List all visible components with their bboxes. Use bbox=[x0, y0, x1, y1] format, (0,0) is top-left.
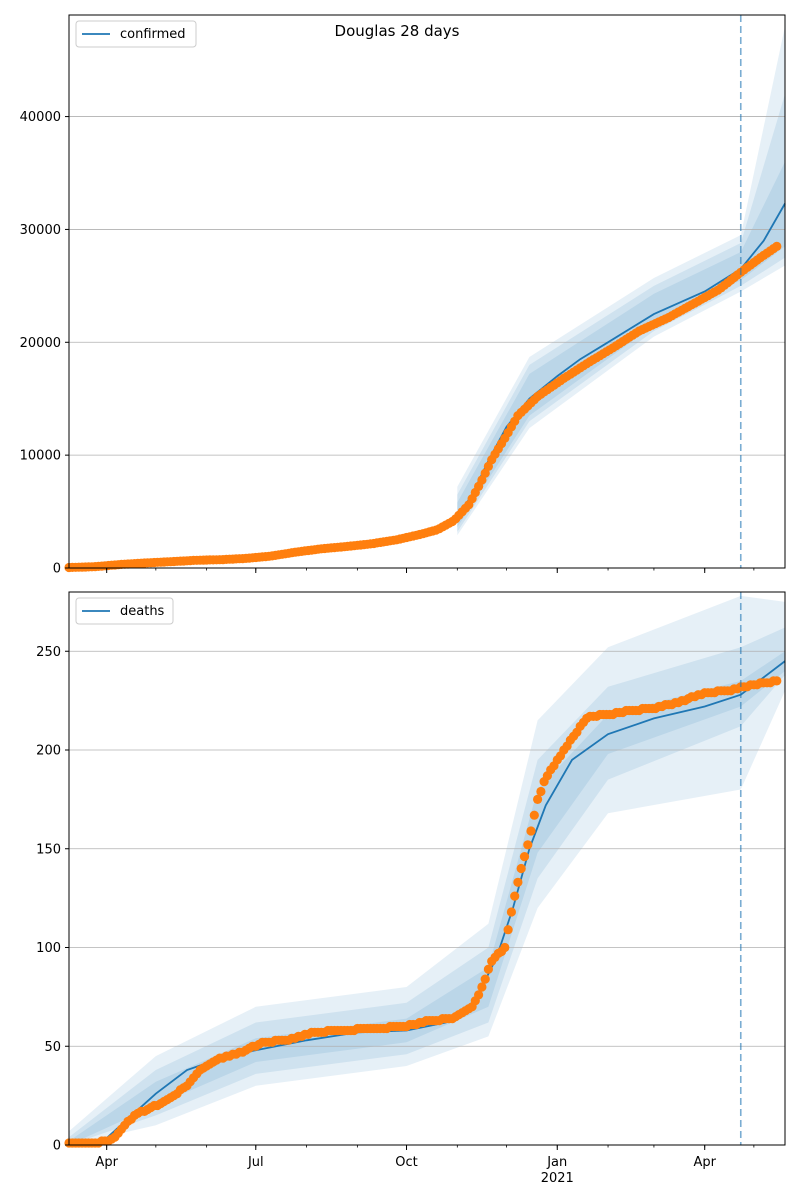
deaths-band-1 bbox=[69, 627, 785, 1145]
deaths-observed-point bbox=[526, 826, 536, 836]
deaths-observed-point bbox=[519, 852, 530, 862]
deaths-y-tick-label: 100 bbox=[36, 941, 61, 956]
confirmed-y-tick-label: 0 bbox=[53, 562, 61, 577]
deaths-observed-point bbox=[503, 925, 513, 935]
confirmed-band-2 bbox=[457, 26, 785, 536]
deaths-y-tick-label: 50 bbox=[44, 1040, 61, 1055]
deaths-observed-point bbox=[510, 891, 520, 901]
confirmed-legend: confirmed bbox=[75, 20, 197, 48]
deaths-band-0 bbox=[69, 651, 785, 1145]
deaths-y-tick-label: 200 bbox=[36, 744, 61, 759]
chart-title: Douglas 28 days bbox=[335, 22, 460, 40]
deaths-x-tick-year-label: 2021 bbox=[541, 1171, 574, 1186]
deaths-observed-point bbox=[513, 877, 523, 887]
deaths-x-tick-label: Apr bbox=[95, 1155, 118, 1170]
deaths-uncertainty-bands bbox=[69, 595, 785, 1145]
deaths-legend: deaths bbox=[75, 597, 174, 625]
deaths-observed-point bbox=[480, 974, 490, 984]
confirmed-y-axis-ticks: 0 10000 20000 30000 40000 bbox=[20, 110, 69, 577]
confirmed-y-tick-label: 40000 bbox=[20, 110, 61, 125]
deaths-legend-label: deaths bbox=[120, 604, 165, 619]
deaths-x-tick-label: Jul bbox=[247, 1155, 264, 1170]
deaths-y-axis-ticks: 0 50 100 150 200 250 bbox=[36, 645, 69, 1154]
deaths-observed-point bbox=[529, 810, 539, 820]
deaths-observed-point bbox=[483, 964, 493, 974]
deaths-band-2 bbox=[69, 595, 785, 1145]
deaths-legend-box bbox=[75, 597, 174, 625]
confirmed-plot-frame bbox=[68, 14, 786, 569]
deaths-observed-point bbox=[533, 794, 543, 805]
deaths-observed-point bbox=[474, 990, 484, 1000]
deaths-y-tick-label: 0 bbox=[53, 1139, 61, 1154]
confirmed-legend-label: confirmed bbox=[120, 27, 186, 42]
confirmed-observed-point bbox=[477, 475, 487, 485]
confirmed-y-tick-label: 20000 bbox=[20, 336, 61, 351]
deaths-observed-point bbox=[772, 676, 782, 686]
deaths-plot-frame bbox=[68, 591, 786, 1146]
confirmed-y-tick-label: 30000 bbox=[20, 223, 61, 238]
deaths-observed-point bbox=[500, 942, 510, 953]
deaths-observed-point bbox=[523, 840, 533, 850]
deaths-observed-point bbox=[516, 863, 526, 874]
confirmed-observed-point bbox=[772, 241, 782, 251]
deaths-observed-points bbox=[64, 676, 782, 1148]
confirmed-legend-box bbox=[75, 20, 197, 48]
deaths-observed-point bbox=[506, 907, 516, 917]
deaths-x-tick-label: Jan bbox=[546, 1155, 567, 1170]
confirmed-band-1 bbox=[457, 94, 785, 532]
confirmed-y-tick-label: 10000 bbox=[20, 449, 61, 464]
confirmed-panel: 0 10000 20000 30000 40000 confirmed Douglas … bbox=[20, 14, 786, 577]
deaths-y-tick-label: 150 bbox=[36, 842, 61, 857]
deaths-x-tick-label: Oct bbox=[395, 1155, 417, 1170]
deaths-x-tick-label: Apr bbox=[693, 1155, 716, 1170]
deaths-observed-point bbox=[477, 982, 487, 992]
confirmed-observed-points bbox=[64, 241, 782, 573]
deaths-y-tick-label: 250 bbox=[36, 645, 61, 660]
deaths-observed-point bbox=[536, 786, 546, 797]
